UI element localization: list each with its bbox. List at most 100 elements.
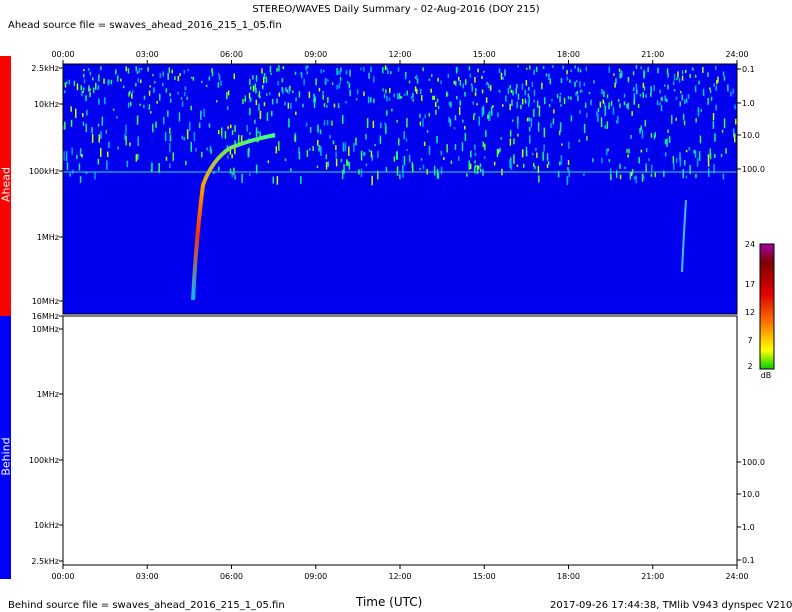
noise-pixel <box>65 81 68 84</box>
noise-pixel <box>323 69 325 73</box>
noise-pixel <box>255 75 258 82</box>
noise-pixel <box>499 147 501 153</box>
noise-pixel <box>405 72 407 77</box>
noise-pixel <box>137 154 139 160</box>
noise-pixel <box>319 129 322 135</box>
noise-pixel <box>685 149 688 153</box>
noise-pixel <box>384 65 387 71</box>
colorbar-tick-label: 17 <box>745 280 755 289</box>
noise-pixel <box>581 90 583 93</box>
x-tick-label-bottom: 12:00 <box>388 572 411 581</box>
noise-pixel <box>167 73 169 80</box>
noise-pixel <box>713 83 715 87</box>
noise-pixel <box>278 92 280 97</box>
noise-pixel <box>316 165 319 169</box>
noise-pixel <box>566 70 568 75</box>
noise-pixel <box>464 133 467 141</box>
noise-pixel <box>537 122 540 132</box>
noise-pixel <box>129 142 131 147</box>
noise-pixel <box>159 73 161 78</box>
noise-pixel <box>258 91 261 97</box>
noise-pixel <box>511 99 513 106</box>
noise-pixel <box>475 88 477 92</box>
noise-pixel <box>349 89 351 97</box>
noise-pixel <box>368 72 370 79</box>
noise-pixel <box>485 130 487 138</box>
noise-pixel <box>694 74 697 78</box>
noise-pixel <box>391 108 393 112</box>
noise-pixel <box>384 122 386 125</box>
noise-pixel <box>437 105 440 109</box>
noise-pixel <box>122 85 125 89</box>
noise-pixel <box>183 92 186 96</box>
noise-pixel <box>97 158 100 165</box>
noise-pixel <box>559 96 561 103</box>
noise-pixel <box>386 95 388 102</box>
noise-pixel <box>521 83 524 91</box>
noise-pixel <box>167 110 169 117</box>
noise-pixel <box>677 71 679 78</box>
noise-pixel <box>365 163 368 167</box>
noise-pixel <box>366 118 369 128</box>
noise-pixel <box>177 75 180 82</box>
noise-pixel <box>449 118 452 127</box>
noise-pixel <box>415 74 418 80</box>
noise-pixel <box>301 73 303 79</box>
ahead-panel-background <box>63 64 737 314</box>
noise-pixel <box>707 160 710 167</box>
noise-pixel <box>715 85 717 91</box>
noise-pixel <box>137 78 140 83</box>
noise-pixel <box>597 113 599 122</box>
noise-pixel <box>263 102 266 107</box>
x-tick-label-bottom: 24:00 <box>725 572 748 581</box>
noise-pixel <box>537 165 540 174</box>
noise-pixel <box>640 66 642 69</box>
noise-pixel <box>474 92 477 96</box>
noise-pixel <box>338 84 340 89</box>
noise-pixel <box>368 149 371 152</box>
noise-pixel <box>476 165 479 175</box>
noise-pixel <box>286 89 288 93</box>
noise-pixel <box>365 134 367 140</box>
noise-pixel <box>601 89 603 95</box>
noise-pixel <box>620 70 623 78</box>
noise-pixel <box>523 163 525 168</box>
noise-pixel <box>570 96 572 100</box>
noise-pixel <box>257 131 259 134</box>
noise-pixel <box>608 102 610 110</box>
noise-pixel <box>129 90 131 95</box>
noise-pixel <box>492 105 494 108</box>
noise-pixel <box>563 97 566 105</box>
noise-pixel <box>241 173 243 183</box>
noise-pixel <box>643 86 646 91</box>
behind-y-tick-label: 10MHz <box>32 325 59 334</box>
noise-pixel <box>498 68 501 74</box>
noise-pixel <box>411 162 414 169</box>
noise-pixel <box>115 69 117 75</box>
noise-pixel <box>436 98 439 103</box>
noise-pixel <box>559 161 561 166</box>
noise-pixel <box>517 116 519 126</box>
noise-pixel <box>458 76 460 81</box>
noise-pixel <box>478 116 480 126</box>
noise-pixel <box>162 82 164 87</box>
noise-pixel <box>205 84 208 88</box>
noise-pixel <box>261 85 264 88</box>
noise-pixel <box>507 87 510 95</box>
noise-pixel <box>517 65 519 68</box>
noise-pixel <box>559 92 562 96</box>
noise-pixel <box>154 81 156 84</box>
x-tick-label-top: 09:00 <box>304 50 327 59</box>
noise-pixel <box>348 146 350 156</box>
noise-pixel <box>707 154 710 162</box>
noise-pixel <box>168 67 171 73</box>
x-axis-label: Time (UTC) <box>356 595 423 609</box>
noise-pixel <box>91 133 94 143</box>
noise-pixel <box>484 143 486 151</box>
noise-pixel <box>177 91 179 95</box>
noise-pixel <box>231 130 234 135</box>
noise-pixel <box>79 151 82 154</box>
noise-pixel <box>373 98 375 104</box>
noise-pixel <box>100 147 102 157</box>
noise-pixel <box>263 73 266 79</box>
